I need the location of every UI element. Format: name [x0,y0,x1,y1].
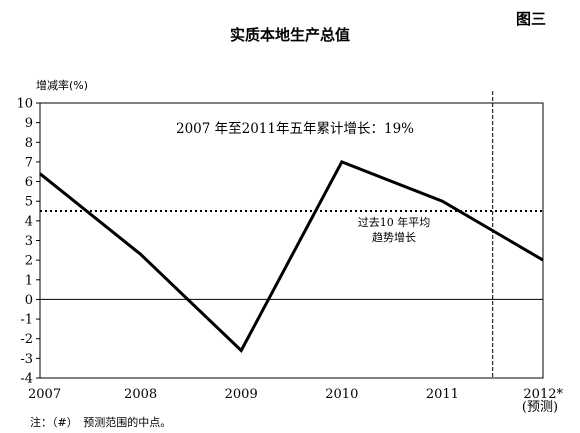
y-tick-label: 4 [25,214,33,229]
plot-frame [39,102,544,379]
footnote: 注：（#） 预测范围的中点。 [30,416,172,429]
y-tick-label: 5 [25,195,33,210]
y-tick-label: 6 [25,175,33,190]
x-tick-label: 2009 [225,387,258,402]
y-tick-label: -3 [20,352,33,367]
trend-label-line1: 过去10 年平均 [358,215,431,229]
y-tick-label: 2 [25,254,33,269]
y-axis: -4 -3 -2 -1 0 1 2 3 4 5 6 7 8 9 10 [16,97,40,387]
y-tick-label: 0 [25,293,33,308]
x-tick-label: 2012* [523,387,563,402]
plot-lines [39,91,544,379]
y-tick-label: -2 [20,332,33,347]
y-tick-label: 7 [25,155,33,170]
y-tick-label: -4 [20,372,33,387]
x-tick-label: 2011 [426,387,459,402]
y-tick-label: 10 [16,97,33,112]
y-tick-label: 8 [25,136,33,151]
y-tick-label: 1 [25,273,33,288]
x-axis: 2007 2008 2009 2010 2011 2012*(预测) [28,387,563,415]
y-tick-label: 9 [25,116,33,131]
y-tick-label: 3 [25,234,33,249]
forecast-note: (预测) [522,400,558,415]
y-axis-label: 增减率(%) [36,79,89,92]
figure-label: 图三 [515,10,546,28]
x-tick-label: 2010 [325,387,358,402]
series-line [39,160,544,353]
cumulative-growth-annotation: 2007 年至2011年五年累计增长：19% [176,121,414,137]
y-tick-label: -1 [20,313,33,328]
x-tick-label: 2008 [124,387,157,402]
chart-title: 实质本地生产总值 [229,26,350,44]
trend-label-line2: 趋势增长 [372,230,416,244]
x-tick-label: 2007 [28,387,61,402]
